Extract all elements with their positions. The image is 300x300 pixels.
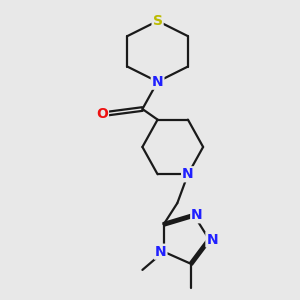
Text: N: N [152,75,164,89]
Text: N: N [182,167,194,181]
Text: S: S [153,14,163,28]
Text: N: N [155,245,167,259]
Text: N: N [206,232,218,247]
Text: O: O [96,106,108,121]
Text: N: N [191,208,203,222]
